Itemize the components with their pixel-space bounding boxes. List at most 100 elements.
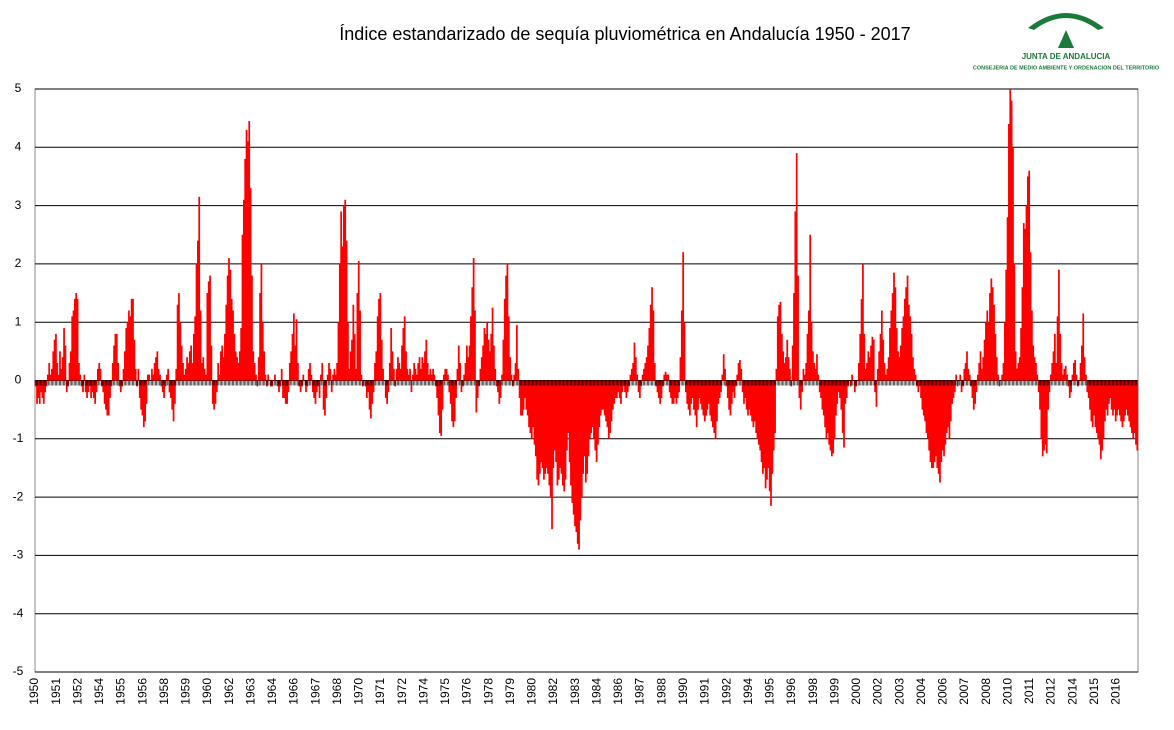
bar — [65, 380, 68, 393]
bar — [1009, 89, 1012, 381]
bar — [148, 374, 151, 381]
bar — [975, 380, 978, 393]
bar — [545, 380, 548, 468]
bar — [835, 380, 837, 416]
bar — [513, 374, 516, 381]
bar — [497, 380, 499, 393]
bar — [645, 357, 648, 381]
bar — [168, 380, 171, 393]
x-tick-label: 1979 — [503, 678, 517, 705]
bar — [40, 380, 42, 393]
bar — [748, 380, 751, 410]
bar — [538, 380, 541, 474]
x-tick-label: 1971 — [373, 678, 387, 705]
bar — [864, 368, 867, 381]
bar — [1090, 380, 1093, 422]
bar — [129, 316, 132, 381]
bar — [687, 380, 690, 410]
bar — [559, 380, 562, 468]
bar — [195, 263, 198, 381]
bar — [543, 380, 545, 480]
bar — [37, 380, 40, 398]
y-tick-label: -1 — [13, 431, 24, 445]
bar — [1091, 380, 1094, 428]
bar — [61, 357, 64, 381]
bar — [372, 380, 375, 393]
y-tick-label: 0 — [15, 373, 22, 387]
bar — [428, 374, 430, 381]
bar — [790, 380, 793, 387]
bar — [693, 380, 695, 410]
bar — [990, 278, 993, 381]
bar — [874, 380, 876, 393]
bar — [825, 380, 828, 439]
bar — [701, 380, 703, 410]
bar — [491, 307, 494, 381]
bar — [1113, 380, 1116, 410]
bar — [414, 368, 417, 381]
bar — [138, 380, 141, 398]
bar — [359, 310, 361, 381]
bar — [812, 351, 814, 381]
bar — [1066, 374, 1068, 381]
bar — [125, 328, 128, 381]
bar — [286, 380, 288, 404]
bar — [751, 380, 753, 422]
bar — [505, 275, 507, 381]
bar — [126, 322, 129, 381]
bar — [290, 351, 293, 381]
bar — [594, 380, 597, 451]
x-tick-label: 1975 — [438, 678, 452, 705]
bar — [621, 380, 624, 393]
bar — [256, 380, 259, 387]
bar — [622, 380, 625, 387]
bar — [86, 380, 88, 398]
bar — [225, 304, 228, 381]
bar — [34, 380, 37, 387]
bar — [387, 380, 390, 393]
y-tick-label: 3 — [15, 198, 22, 212]
bar — [641, 374, 644, 381]
bar — [906, 275, 909, 381]
x-tick-label: 1963 — [243, 678, 257, 705]
bar — [644, 363, 647, 381]
bar — [1114, 380, 1117, 422]
bar — [357, 260, 360, 381]
bar — [375, 351, 378, 381]
bar — [252, 351, 255, 381]
bar — [898, 357, 901, 381]
y-tick-label: 5 — [15, 81, 22, 95]
bar — [797, 275, 799, 381]
x-tick-label: 1959 — [179, 678, 193, 705]
bar — [843, 380, 845, 448]
bar — [36, 380, 38, 404]
bar — [72, 310, 75, 381]
bar — [117, 363, 120, 381]
bar — [895, 328, 898, 381]
bar — [399, 368, 402, 381]
bar — [1028, 170, 1031, 381]
bar — [176, 304, 179, 381]
bar — [352, 304, 355, 381]
bar — [118, 380, 121, 387]
bar — [933, 380, 936, 463]
bar — [768, 380, 771, 492]
bar — [607, 380, 610, 439]
bar — [937, 380, 940, 474]
bar — [457, 345, 460, 381]
bar — [857, 363, 860, 381]
x-tick-label: 1988 — [654, 678, 668, 705]
bar — [916, 380, 918, 387]
bar — [137, 368, 140, 381]
x-tick-label: 2004 — [914, 678, 928, 705]
bar — [928, 380, 931, 451]
bar — [279, 380, 282, 387]
bar — [353, 333, 356, 381]
bar — [802, 368, 805, 381]
bar — [238, 351, 241, 381]
bar — [338, 263, 341, 381]
bar — [474, 310, 476, 381]
bar — [514, 363, 517, 381]
bar — [1051, 363, 1054, 381]
bar — [426, 363, 429, 381]
